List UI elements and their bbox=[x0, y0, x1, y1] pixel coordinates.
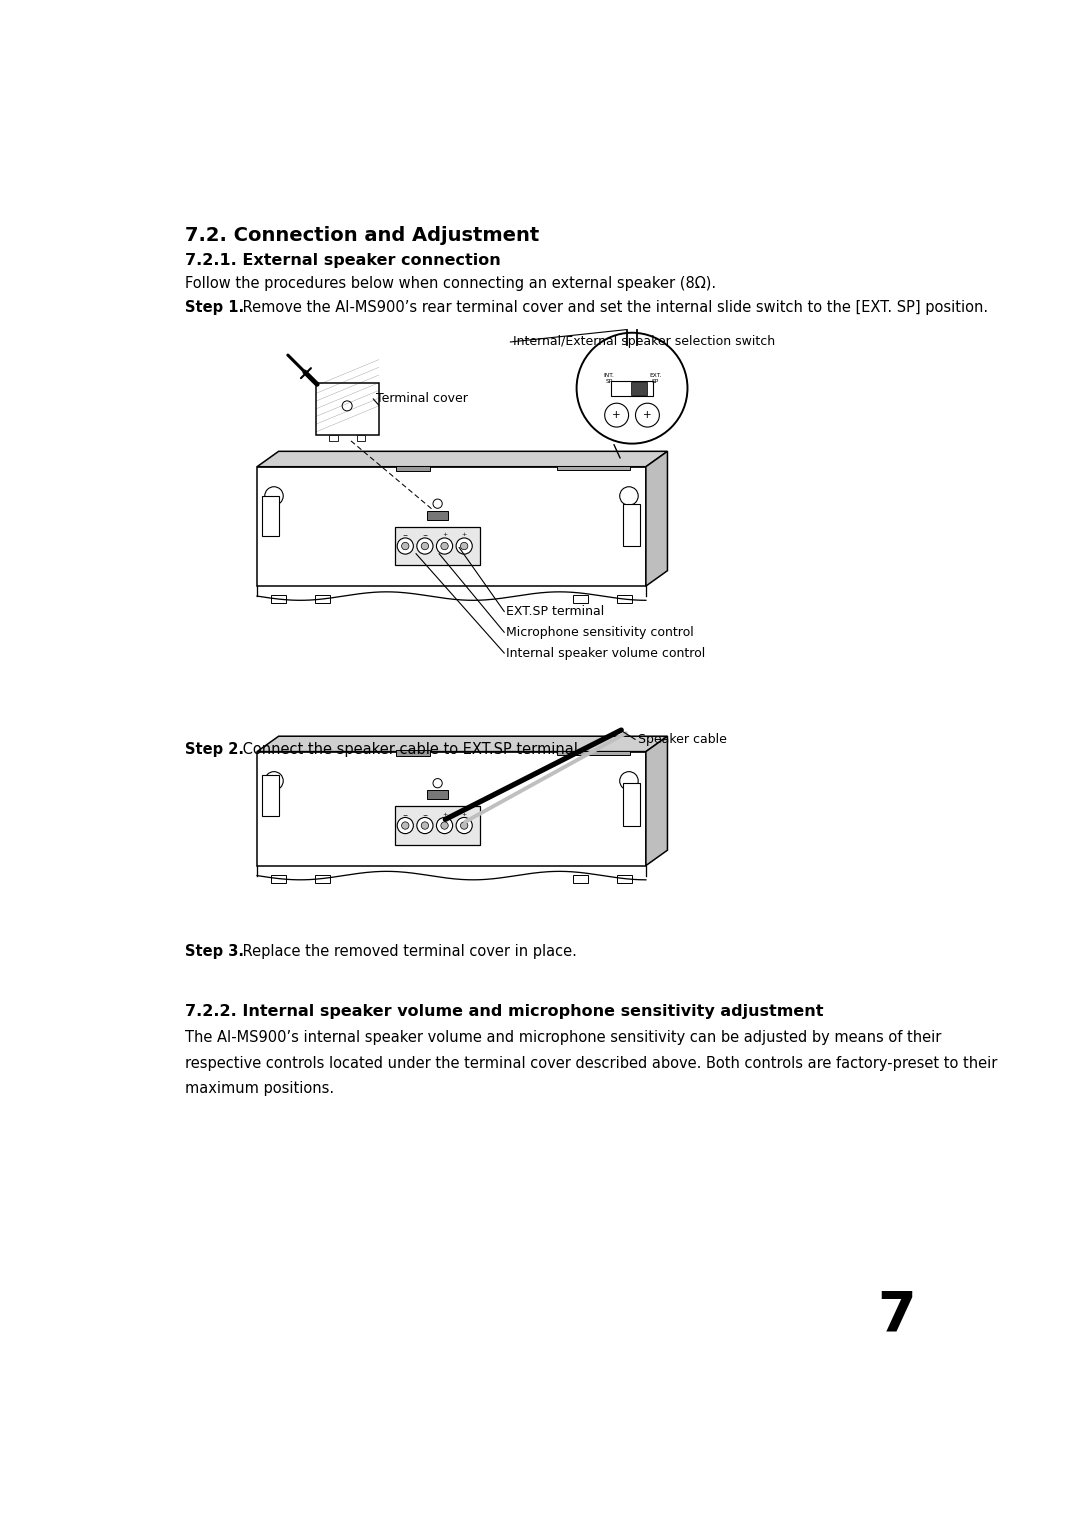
Circle shape bbox=[433, 779, 442, 788]
FancyBboxPatch shape bbox=[427, 510, 448, 520]
Polygon shape bbox=[257, 451, 667, 466]
Circle shape bbox=[433, 500, 442, 509]
Text: −: − bbox=[403, 532, 408, 538]
Text: +: + bbox=[442, 532, 447, 538]
Bar bbox=[271, 596, 286, 604]
FancyBboxPatch shape bbox=[396, 466, 430, 471]
Circle shape bbox=[436, 817, 453, 834]
Circle shape bbox=[635, 403, 660, 426]
Circle shape bbox=[460, 822, 468, 830]
FancyBboxPatch shape bbox=[427, 790, 448, 799]
Bar bbox=[314, 876, 330, 883]
FancyBboxPatch shape bbox=[395, 807, 480, 845]
Text: Microphone sensitivity control: Microphone sensitivity control bbox=[505, 626, 693, 639]
FancyBboxPatch shape bbox=[632, 382, 647, 394]
Polygon shape bbox=[257, 752, 646, 865]
Circle shape bbox=[456, 538, 472, 555]
Text: +: + bbox=[461, 811, 467, 817]
Text: +: + bbox=[442, 811, 447, 817]
Text: −: − bbox=[403, 811, 408, 817]
Bar bbox=[329, 435, 338, 442]
Circle shape bbox=[402, 542, 409, 550]
Text: Step 3.: Step 3. bbox=[186, 944, 244, 960]
FancyBboxPatch shape bbox=[557, 466, 631, 471]
Text: Terminal cover: Terminal cover bbox=[377, 393, 469, 405]
Circle shape bbox=[620, 772, 638, 790]
Text: EXT.SP terminal: EXT.SP terminal bbox=[505, 605, 604, 617]
Text: Connect the speaker cable to EXT.SP terminal.: Connect the speaker cable to EXT.SP term… bbox=[238, 743, 582, 758]
Text: +: + bbox=[461, 532, 467, 538]
Circle shape bbox=[265, 772, 283, 790]
Circle shape bbox=[460, 542, 468, 550]
Bar bbox=[314, 596, 330, 604]
Text: Step 1.: Step 1. bbox=[186, 301, 244, 315]
Polygon shape bbox=[257, 736, 667, 752]
Bar bbox=[617, 596, 632, 604]
Circle shape bbox=[342, 400, 352, 411]
FancyBboxPatch shape bbox=[315, 384, 379, 435]
Text: +: + bbox=[643, 410, 651, 420]
FancyBboxPatch shape bbox=[262, 497, 280, 536]
Polygon shape bbox=[646, 451, 667, 587]
Text: EXT.
SP: EXT. SP bbox=[649, 373, 661, 384]
Circle shape bbox=[397, 817, 414, 834]
Bar bbox=[572, 596, 589, 604]
Text: maximum positions.: maximum positions. bbox=[186, 1082, 335, 1096]
Polygon shape bbox=[646, 736, 667, 865]
FancyBboxPatch shape bbox=[611, 380, 653, 396]
Text: Internal/External speaker selection switch: Internal/External speaker selection swit… bbox=[513, 336, 775, 348]
Text: 7.2.1. External speaker connection: 7.2.1. External speaker connection bbox=[186, 252, 501, 267]
Text: The AI-MS900’s internal speaker volume and microphone sensitivity can be adjuste: The AI-MS900’s internal speaker volume a… bbox=[186, 1030, 942, 1045]
Circle shape bbox=[265, 487, 283, 506]
Circle shape bbox=[417, 817, 433, 834]
FancyBboxPatch shape bbox=[262, 776, 280, 816]
Text: Speaker cable: Speaker cable bbox=[638, 733, 727, 746]
Text: −: − bbox=[422, 811, 428, 817]
Text: Step 2.: Step 2. bbox=[186, 743, 244, 758]
Text: Follow the procedures below when connecting an external speaker (8Ω).: Follow the procedures below when connect… bbox=[186, 275, 716, 290]
Circle shape bbox=[620, 487, 638, 506]
Text: Remove the AI-MS900’s rear terminal cover and set the internal slide switch to t: Remove the AI-MS900’s rear terminal cove… bbox=[238, 301, 988, 315]
Text: −: − bbox=[422, 532, 428, 538]
Bar bbox=[617, 876, 632, 883]
Circle shape bbox=[417, 538, 433, 555]
Text: Replace the removed terminal cover in place.: Replace the removed terminal cover in pl… bbox=[238, 944, 577, 960]
Circle shape bbox=[397, 538, 414, 555]
FancyBboxPatch shape bbox=[623, 784, 639, 825]
Polygon shape bbox=[257, 466, 646, 587]
Bar bbox=[572, 876, 589, 883]
Text: respective controls located under the terminal cover described above. Both contr: respective controls located under the te… bbox=[186, 1056, 998, 1071]
FancyBboxPatch shape bbox=[557, 750, 631, 755]
FancyBboxPatch shape bbox=[395, 527, 480, 565]
FancyBboxPatch shape bbox=[396, 750, 430, 756]
Text: +: + bbox=[612, 410, 621, 420]
Circle shape bbox=[441, 822, 448, 830]
Text: 7.2.2. Internal speaker volume and microphone sensitivity adjustment: 7.2.2. Internal speaker volume and micro… bbox=[186, 1004, 824, 1019]
Circle shape bbox=[605, 403, 629, 426]
Circle shape bbox=[441, 542, 448, 550]
Text: Internal speaker volume control: Internal speaker volume control bbox=[505, 646, 705, 660]
Circle shape bbox=[421, 822, 429, 830]
Circle shape bbox=[421, 542, 429, 550]
Circle shape bbox=[436, 538, 453, 555]
Circle shape bbox=[456, 817, 472, 834]
Text: INT.
SP: INT. SP bbox=[604, 373, 615, 384]
Circle shape bbox=[402, 822, 409, 830]
Ellipse shape bbox=[577, 333, 688, 443]
Text: 7.2. Connection and Adjustment: 7.2. Connection and Adjustment bbox=[186, 226, 540, 246]
Bar bbox=[356, 435, 365, 442]
FancyBboxPatch shape bbox=[623, 504, 639, 545]
Text: 7: 7 bbox=[877, 1290, 916, 1343]
Bar bbox=[271, 876, 286, 883]
